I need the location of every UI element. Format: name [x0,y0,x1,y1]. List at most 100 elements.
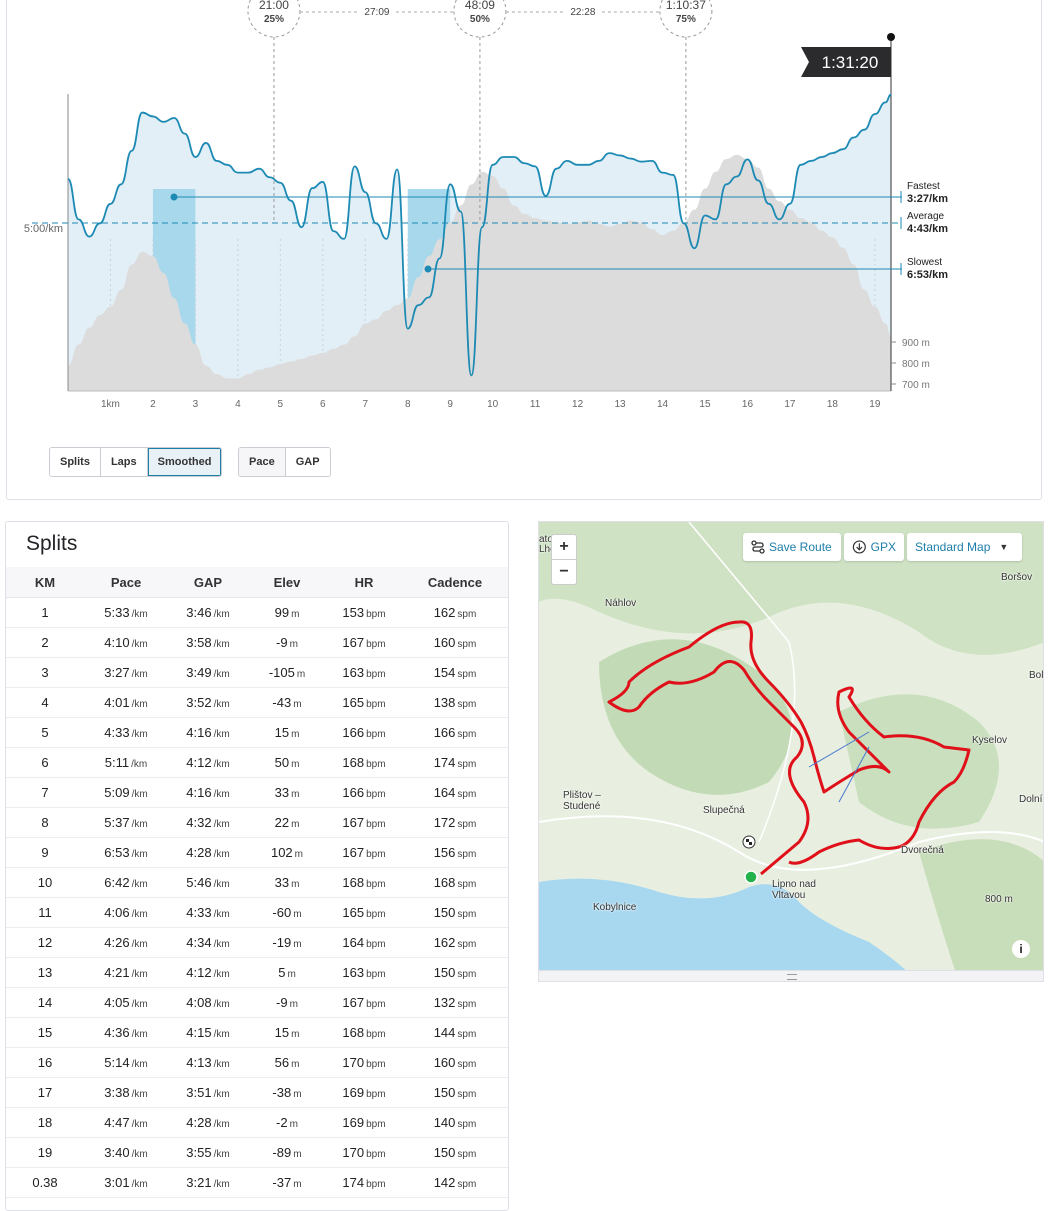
split-unit: /km [213,1089,230,1100]
split-elev-value: -9 [276,635,288,650]
place-label: Plištov – Studené [563,790,601,812]
split-pace-value: 3:27 [104,665,130,680]
metric-gap-button[interactable]: GAP [285,448,330,476]
split-elev-cell: -19 m [248,927,326,958]
split-gap-value: 4:13 [186,1055,212,1070]
split-gap-value: 5:46 [186,875,212,890]
x-tick-label: 19 [869,399,881,410]
split-unit: /km [213,609,230,620]
split-elev-cell: 33 m [248,867,326,898]
split-gap-cell: 3:21/km [168,1167,248,1198]
average-value: 4:43/km [907,223,948,235]
split-unit: bpm [366,789,386,800]
split-unit: /km [213,1029,230,1040]
split-pace-cell: 4:01/km [84,687,168,718]
split-elev-value: 5 [278,965,286,980]
split-elev-cell: 50 m [248,747,326,778]
split-hr-value: 169 [342,1115,365,1130]
split-cad-value: 132 [433,995,456,1010]
zoom-out-button[interactable]: − [559,563,569,580]
info-icon[interactable] [1012,940,1030,958]
split-cad-cell: 156 spm [402,837,508,868]
split-unit: m [289,1119,298,1130]
split-hr-value: 168 [342,875,365,890]
x-tick-label: 8 [405,399,411,410]
split-gap-cell: 4:13/km [168,1047,248,1078]
split-unit: /km [131,1149,148,1160]
fastest-point[interactable] [170,193,178,201]
metric-pace-button[interactable]: Pace [239,448,286,476]
place-label: 800 m [985,894,1013,905]
time-marker-bubble[interactable] [659,0,713,38]
split-unit: bpm [366,819,386,830]
split-gap-cell: 5:46/km [168,867,248,898]
view-laps-button[interactable]: Laps [100,448,148,476]
split-hr-cell: 167 bpm [326,627,402,658]
map-resize-handle[interactable] [538,970,1044,982]
split-pace-value: 4:01 [104,695,130,710]
splits-body: 1 5:33/km 3:46/km 99 m 153 bpm 162 spm 2 4:10/km 3:… [6,597,508,1198]
split-pace-cell: 5:11/km [84,747,168,778]
split-cad-cell: 144 spm [402,1017,508,1048]
segment-label-bg [564,4,601,20]
gpx-button[interactable]: GPX [844,533,904,561]
route-map[interactable]: i Náhlov Boršov Kyselov Bol Dolní Slupeč… [538,521,1044,982]
split-hr-value: 169 [342,1085,365,1100]
split-km-value: 18 [37,1115,53,1130]
cursor-handle[interactable] [887,33,895,41]
split-unit: m [291,729,300,740]
split-elev-value: -37 [272,1175,292,1190]
split-unit: /km [131,1119,148,1130]
split-row: 5 4:33/km 4:16/km 15 m 166 bpm 166 spm [6,717,508,748]
split-km-cell: 9 [6,837,84,868]
split-unit: /km [213,849,230,860]
view-smoothed-button[interactable]: Smoothed [147,448,222,476]
ski-lift [838,746,870,803]
split-elev-cell: -89 m [248,1137,326,1168]
split-pace-value: 5:33 [104,605,130,620]
average-label: Average [907,211,945,222]
split-unit: /km [213,909,230,920]
split-km-cell: 16 [6,1047,84,1078]
x-tick-label: 2 [150,399,156,410]
place-label: Kobylnice [593,902,637,913]
split-row: 7 5:09/km 4:16/km 33 m 166 bpm 164 spm [6,777,508,808]
save-route-button[interactable]: Save Route [743,533,841,561]
split-km-cell: 14 [6,987,84,1018]
split-cad-value: 156 [433,845,456,860]
splits-card: Splits KM Pace GAP Elev HR Cadence 1 5:33… [5,521,509,1211]
split-pace-value: 3:38 [104,1085,130,1100]
split-cad-cell: 160 spm [402,627,508,658]
split-unit: m [291,1029,300,1040]
split-hr-value: 153 [342,605,365,620]
time-marker-bubble[interactable] [247,0,301,38]
split-row: 3 3:27/km 3:49/km -105 m 163 bpm 154 spm [6,657,508,688]
split-unit: /km [131,1179,148,1190]
split-gap-cell: 3:51/km [168,1077,248,1108]
splits-title: Splits [26,532,78,555]
view-splits-button[interactable]: Splits [50,448,101,476]
finish-marker[interactable] [742,835,756,849]
split-km-cell: 8 [6,807,84,838]
split-unit: /km [213,699,230,710]
split-elev-cell: -9 m [248,627,326,658]
split-elev-value: 102 [270,845,293,860]
split-row: 16 5:14/km 4:13/km 56 m 170 bpm 160 spm [6,1047,508,1078]
split-pace-cell: 5:33/km [84,597,168,628]
slowest-point[interactable] [424,265,432,273]
split-row: 12 4:26/km 4:34/km -19 m 164 bpm 162 spm [6,927,508,958]
download-icon [852,540,866,554]
split-km-value: 11 [38,905,52,920]
time-marker-bubble[interactable] [453,0,507,38]
map-style-select[interactable]: Standard Map ▼ [907,533,1022,561]
zoom-in-button[interactable]: + [552,535,576,560]
split-elev-value: -89 [272,1145,292,1160]
start-marker[interactable] [744,870,758,884]
split-cad-cell: 154 spm [402,657,508,688]
split-hr-cell: 165 bpm [326,897,402,928]
split-row: 10 6:42/km 5:46/km 33 m 168 bpm 168 spm [6,867,508,898]
segment-time-label: 27:09 [364,7,389,18]
split-unit: m [293,1179,302,1190]
x-tick-label: 7 [362,399,368,410]
